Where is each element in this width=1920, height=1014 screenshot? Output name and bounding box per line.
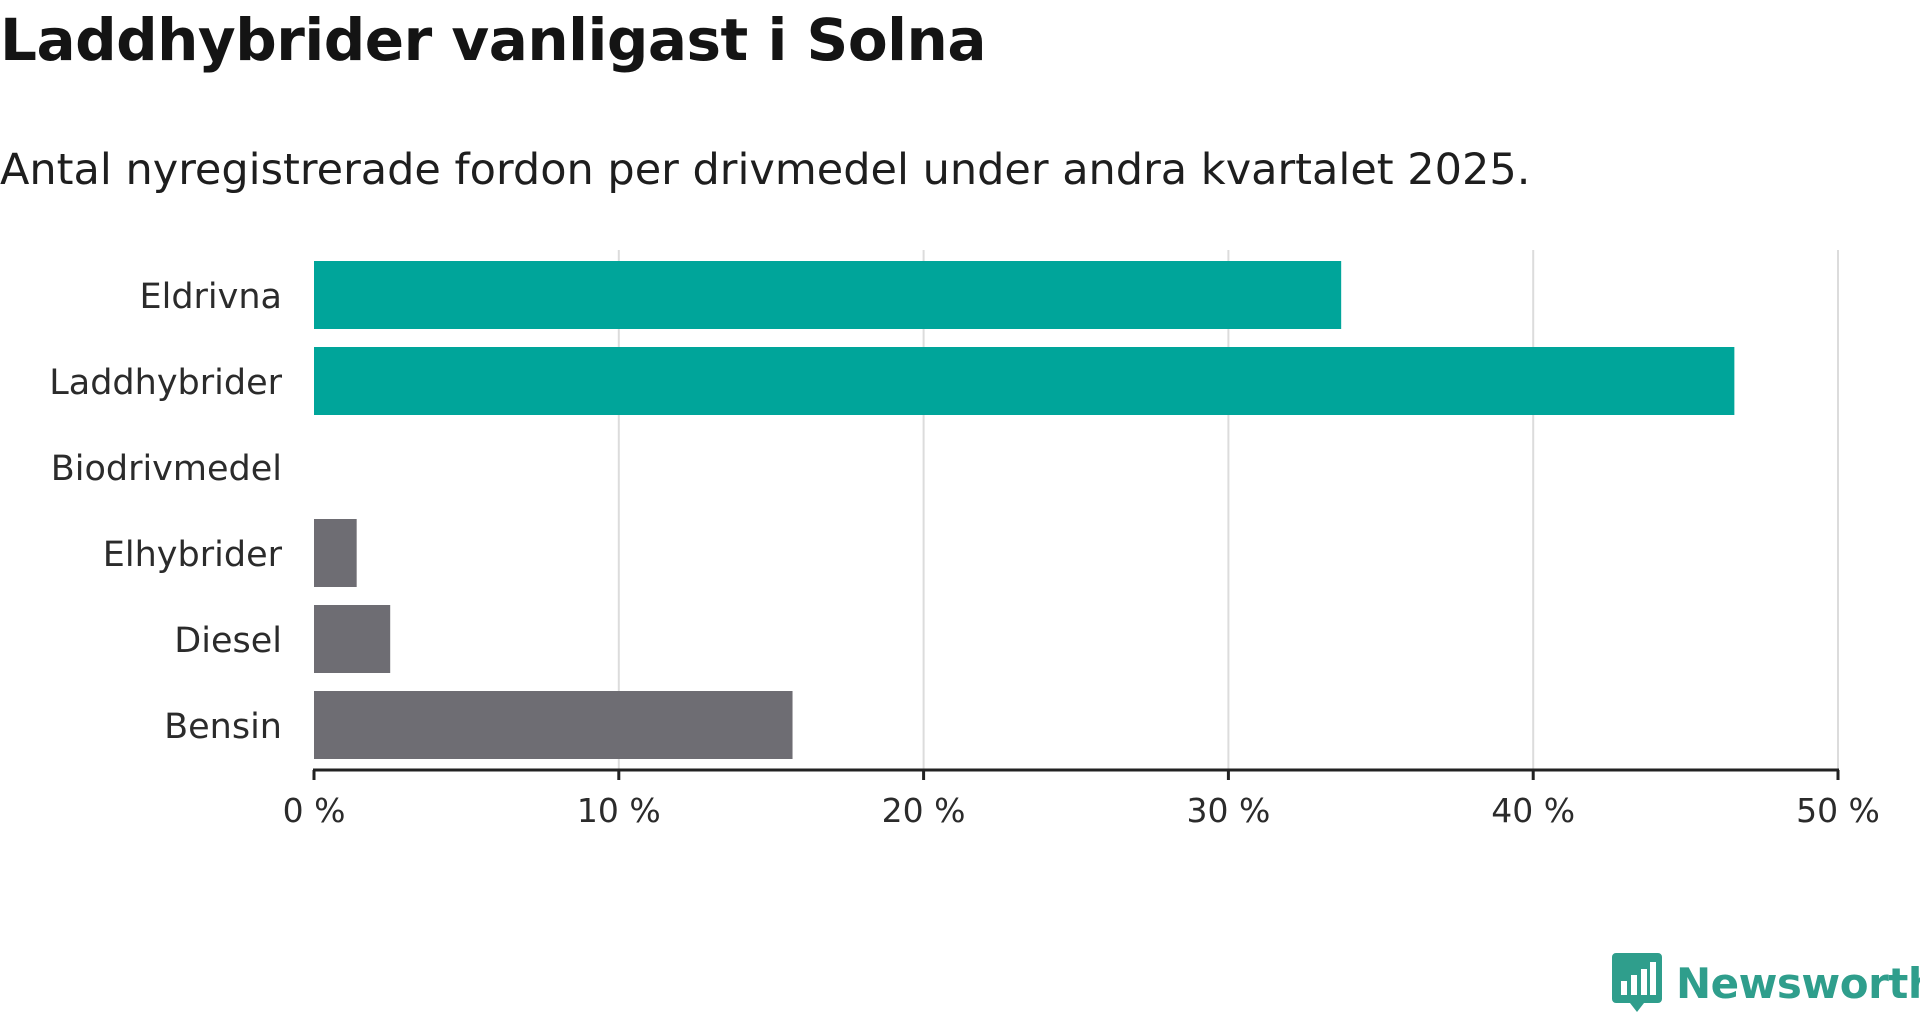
bar-laddhybrider (314, 347, 1735, 415)
bars (314, 261, 1735, 759)
newsworthy-logo-icon (1612, 953, 1662, 1012)
x-axis: 0 % 10 % 20 % 30 % 40 % 50 % (283, 768, 1880, 830)
chart-title: Laddhybrider vanligast i Solna (0, 6, 986, 74)
category-label-laddhybrider: Laddhybrider (49, 363, 282, 403)
x-tick-label-0: 0 % (283, 791, 346, 830)
x-tick-label-10: 10 % (577, 791, 661, 830)
category-label-bensin: Bensin (164, 707, 282, 747)
category-label-elhybrider: Elhybrider (103, 535, 283, 575)
bar-elhybrider (314, 519, 357, 587)
bar-eldrivna (314, 261, 1342, 329)
category-label-biodrivmedel: Biodrivmedel (51, 449, 282, 489)
chart-subtitle: Antal nyregistrerade fordon per drivmede… (0, 145, 1531, 195)
brand-logo: Newsworthy (1612, 952, 1920, 1014)
category-label-diesel: Diesel (174, 621, 282, 661)
bar-bensin (314, 691, 793, 759)
x-tick-label-20: 20 % (882, 791, 966, 830)
category-label-eldrivna: Eldrivna (139, 277, 282, 317)
x-tick-label-40: 40 % (1491, 791, 1575, 830)
gridlines (617, 250, 1839, 770)
category-labels: Eldrivna Laddhybrider Biodrivmedel Elhybrid… (49, 277, 282, 747)
bar-diesel (314, 605, 391, 673)
x-tick-label-50: 50 % (1796, 791, 1880, 830)
brand-name: Newsworthy (1676, 958, 1920, 1008)
x-tick-label-30: 30 % (1186, 791, 1270, 830)
